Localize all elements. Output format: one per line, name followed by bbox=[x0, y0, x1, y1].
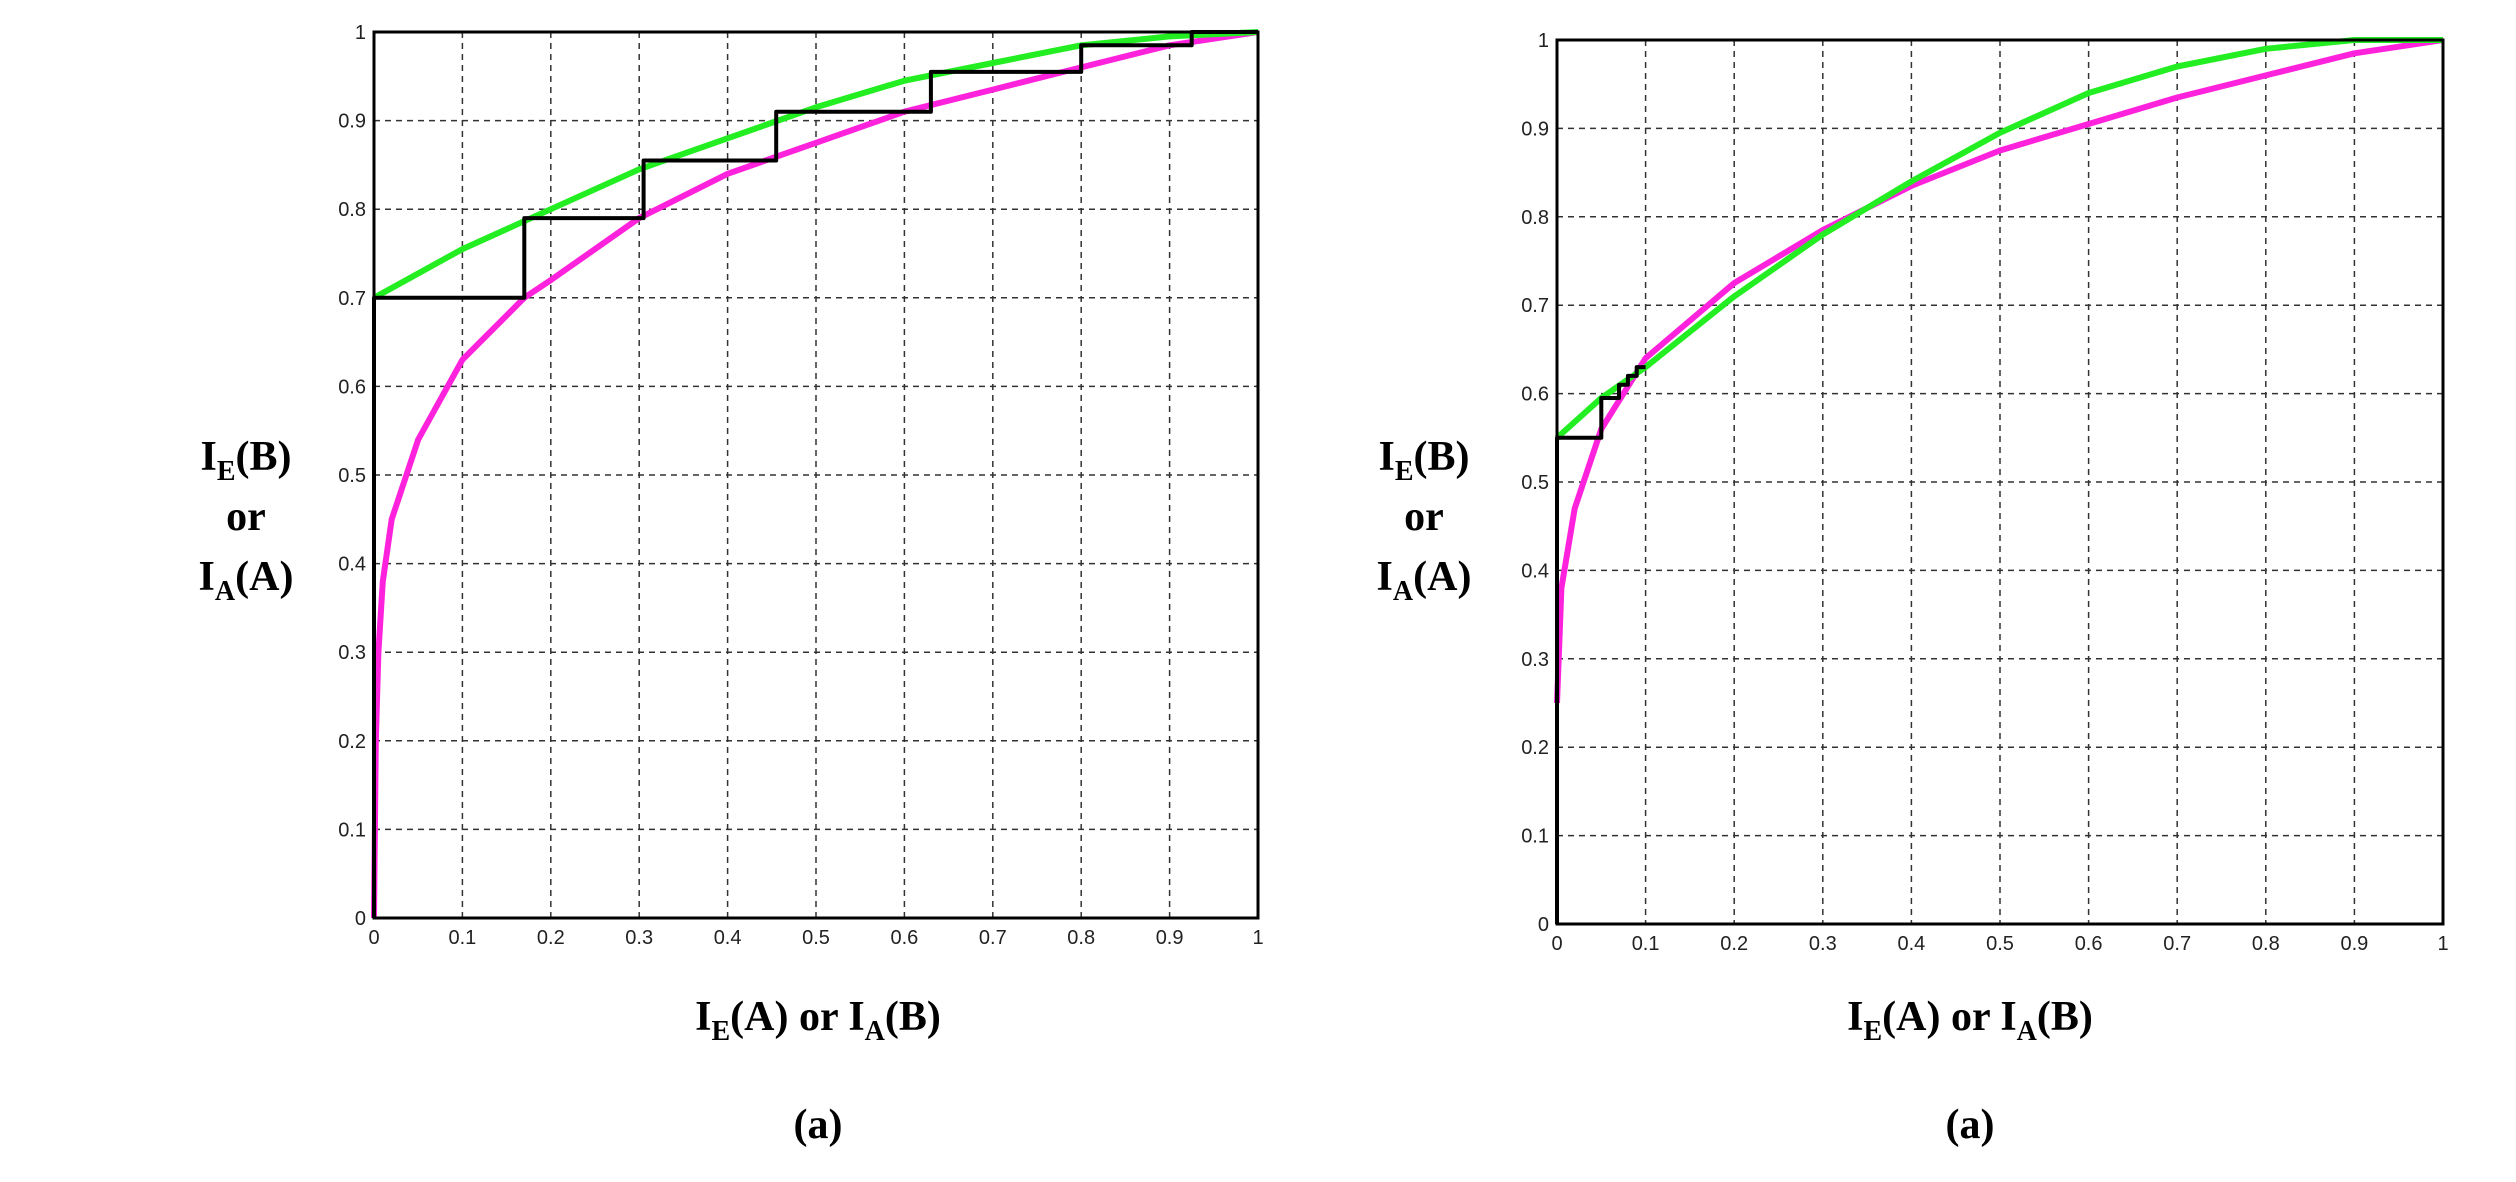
y-tick-label: 0.8 bbox=[338, 199, 366, 221]
label-part: I bbox=[1377, 554, 1393, 600]
label-part: A bbox=[1393, 576, 1414, 607]
y-tick-label: 0.9 bbox=[1521, 118, 1549, 140]
y-tick-label: 1 bbox=[355, 22, 366, 44]
y-tick-label: 0.3 bbox=[1521, 649, 1549, 671]
x-tick-label: 1 bbox=[1252, 927, 1263, 949]
label-part: (B) bbox=[2037, 994, 2093, 1040]
label-part: E bbox=[1863, 1016, 1882, 1047]
x-axis-label: IE(A) or IA(B) bbox=[695, 994, 941, 1047]
series-line bbox=[1555, 365, 1646, 924]
y-tick-label: 0.6 bbox=[1521, 384, 1549, 406]
plot-frame bbox=[1555, 38, 2445, 926]
caption: (a) bbox=[794, 1102, 843, 1148]
y-tick-label: 0.4 bbox=[1521, 560, 1549, 582]
y-tick-label: 0.7 bbox=[338, 288, 366, 310]
label-part: (A) bbox=[1413, 554, 1471, 600]
y-tick-label: 0 bbox=[355, 908, 366, 930]
label-part: I bbox=[199, 554, 215, 600]
y-tick-label: 0 bbox=[1538, 914, 1549, 936]
y-tick-label: 0.3 bbox=[338, 642, 366, 664]
y-tick-label: 0.7 bbox=[1521, 295, 1549, 317]
x-tick-label: 1 bbox=[2437, 933, 2448, 955]
caption: (a) bbox=[1946, 1102, 1995, 1148]
series-line bbox=[372, 30, 1258, 918]
x-tick-label: 0 bbox=[1551, 933, 1562, 955]
x-tick-label: 0.8 bbox=[2252, 933, 2280, 955]
label-part: (A) or I bbox=[730, 994, 865, 1040]
label-part: (B) bbox=[236, 434, 292, 480]
label-part: I bbox=[200, 434, 216, 480]
y-axis-label: IE(B) bbox=[200, 434, 291, 487]
plot-frame bbox=[372, 30, 1260, 920]
label-part: (B) bbox=[885, 994, 941, 1040]
x-tick-label: 0.7 bbox=[979, 927, 1007, 949]
x-tick-label: 0.5 bbox=[1986, 933, 2014, 955]
y-tick-label: 0.2 bbox=[1521, 737, 1549, 759]
x-tick-label: 0.3 bbox=[625, 927, 653, 949]
label-part: E bbox=[217, 456, 236, 487]
y-axis-label: IA(A) bbox=[199, 554, 294, 607]
x-tick-label: 0.3 bbox=[1809, 933, 1837, 955]
label-part: I bbox=[1847, 994, 1863, 1040]
label-part: I bbox=[1378, 434, 1394, 480]
x-tick-label: 0.6 bbox=[890, 927, 918, 949]
y-tick-label: 0.1 bbox=[1521, 826, 1549, 848]
y-axis-label: or bbox=[1404, 494, 1444, 540]
label-part: E bbox=[1395, 456, 1414, 487]
label-part: (B) bbox=[1414, 434, 1470, 480]
y-tick-label: 0.5 bbox=[1521, 472, 1549, 494]
label-part: or bbox=[1404, 494, 1444, 540]
x-tick-label: 0.1 bbox=[1632, 933, 1660, 955]
x-tick-label: 0.7 bbox=[2163, 933, 2191, 955]
label-part: (A) or I bbox=[1882, 994, 2017, 1040]
label-part: (A) bbox=[235, 554, 293, 600]
x-tick-label: 0.5 bbox=[802, 927, 830, 949]
label-part: I bbox=[695, 994, 711, 1040]
y-axis-label: IA(A) bbox=[1377, 554, 1472, 607]
y-axis-label: IE(B) bbox=[1378, 434, 1469, 487]
x-tick-label: 0.9 bbox=[2340, 933, 2368, 955]
label-part: A bbox=[865, 1016, 886, 1047]
x-tick-label: 0.9 bbox=[1156, 927, 1184, 949]
x-axis-label: IE(A) or IA(B) bbox=[1847, 994, 2093, 1047]
y-tick-label: 0.5 bbox=[338, 465, 366, 487]
y-tick-label: 0.9 bbox=[338, 111, 366, 133]
series-line bbox=[372, 29, 1259, 301]
x-tick-label: 0.4 bbox=[714, 927, 742, 949]
label-part: or bbox=[226, 494, 266, 540]
series-line bbox=[371, 29, 1259, 919]
x-tick-label: 0.4 bbox=[1897, 933, 1925, 955]
label-part: A bbox=[2017, 1016, 2038, 1047]
x-tick-label: 0.2 bbox=[537, 927, 565, 949]
x-tick-label: 0 bbox=[368, 927, 379, 949]
y-tick-label: 0.1 bbox=[338, 819, 366, 841]
x-tick-label: 0.8 bbox=[1067, 927, 1095, 949]
x-tick-label: 0.6 bbox=[2075, 933, 2103, 955]
y-tick-label: 0.6 bbox=[338, 376, 366, 398]
x-tick-label: 0.2 bbox=[1720, 933, 1748, 955]
label-part: A bbox=[215, 576, 236, 607]
y-tick-label: 0.4 bbox=[338, 554, 366, 576]
x-tick-label: 0.1 bbox=[448, 927, 476, 949]
y-tick-label: 1 bbox=[1538, 30, 1549, 52]
y-axis-label: or bbox=[226, 494, 266, 540]
y-tick-label: 0.8 bbox=[1521, 207, 1549, 229]
y-tick-label: 0.2 bbox=[338, 731, 366, 753]
label-part: E bbox=[711, 1016, 730, 1047]
